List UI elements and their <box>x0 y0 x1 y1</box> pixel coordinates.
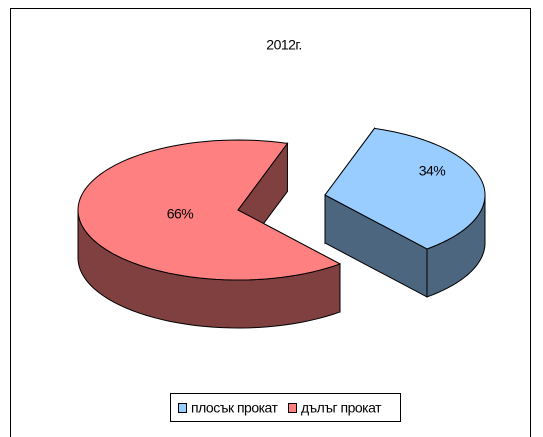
legend-swatch <box>178 403 187 413</box>
slice-top <box>77 139 342 281</box>
legend-label: дълъг прокат <box>301 400 382 416</box>
legend-box <box>170 393 401 422</box>
value-label: 34% <box>419 163 446 179</box>
value-label: 66% <box>167 206 194 222</box>
pie: 66% 34% <box>77 126 486 329</box>
chart-title: 2012г. <box>266 37 301 53</box>
slice-top <box>324 127 486 250</box>
legend-label: плосък прокат <box>191 400 279 416</box>
legend-swatch <box>288 403 297 413</box>
legend: плосък прокат дълъг прокат <box>178 400 383 416</box>
